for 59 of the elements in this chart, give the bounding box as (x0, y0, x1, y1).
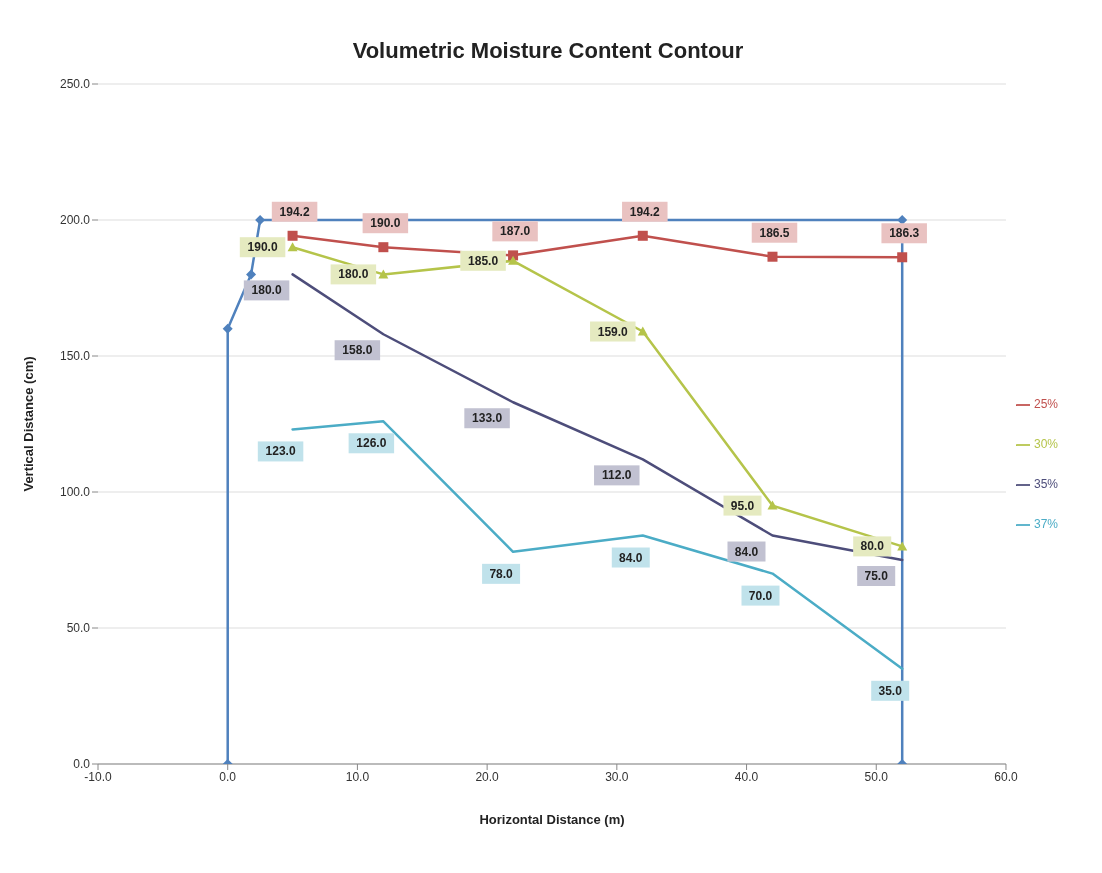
x-tick-label: 30.0 (605, 769, 629, 784)
x-axis-title: Horizontal Distance (m) (479, 812, 625, 827)
point (897, 541, 908, 551)
y-tick-label: 200.0 (59, 213, 91, 228)
point (637, 230, 648, 241)
y-tick-label: 50.0 (66, 621, 91, 636)
point (897, 215, 908, 225)
legend-label: 30% (1033, 437, 1058, 451)
data-label: 158.0 (342, 343, 373, 358)
x-tick-label: 10.0 (345, 769, 370, 784)
x-tick-label: -10.0 (84, 769, 112, 784)
point (378, 242, 389, 253)
y-tick-label: 0.0 (73, 757, 91, 772)
data-label: 123.0 (265, 444, 296, 459)
data-label: 84.0 (734, 544, 759, 559)
point (246, 269, 257, 280)
point (637, 326, 648, 336)
legend-label: 25% (1033, 397, 1058, 411)
point (767, 500, 778, 510)
data-label: 180.0 (338, 267, 369, 282)
data-label: 185.0 (468, 253, 499, 268)
x-tick-label: 40.0 (734, 769, 759, 784)
data-label: 80.0 (860, 539, 885, 554)
data-label: 35.0 (878, 683, 903, 698)
x-tick-label: 0.0 (219, 769, 237, 784)
x-tick-label: 20.0 (475, 769, 500, 784)
data-label: 159.0 (597, 324, 629, 339)
y-tick-label: 100.0 (59, 485, 91, 500)
data-label: 186.3 (889, 226, 920, 241)
data-label: 75.0 (864, 569, 889, 583)
point (222, 323, 233, 334)
x-tick-label: 60.0 (994, 769, 1018, 784)
chart-title: Volumetric Moisture Content Contour (351, 37, 745, 65)
x-tick-label: 50.0 (864, 769, 889, 784)
data-label: 186.5 (759, 225, 790, 240)
point (508, 255, 519, 265)
y-tick-label: 250.0 (59, 77, 91, 92)
data-label: 190.0 (370, 216, 401, 231)
legend-label: 37% (1033, 517, 1058, 531)
data-label: 112.0 (602, 468, 632, 483)
data-label: 95.0 (730, 498, 755, 513)
y-axis-title: Vertical Distance (cm) (20, 356, 36, 492)
data-label: 70.0 (748, 588, 773, 603)
data-label: 187.0 (500, 224, 531, 239)
y-tick-label: 150.0 (59, 349, 91, 364)
data-label: 194.2 (629, 204, 661, 219)
point (897, 252, 908, 263)
legend-label: 35% (1033, 477, 1058, 491)
data-label: 126.0 (356, 436, 387, 451)
point (287, 230, 298, 241)
data-label: 133.0 (472, 411, 503, 426)
data-label: 190.0 (247, 240, 278, 255)
data-label: 194.2 (279, 204, 310, 219)
data-label: 78.0 (489, 566, 514, 581)
point (767, 251, 778, 262)
point (287, 242, 298, 252)
data-label: 84.0 (619, 550, 643, 565)
point (378, 269, 389, 279)
data-label: 180.0 (251, 283, 282, 298)
